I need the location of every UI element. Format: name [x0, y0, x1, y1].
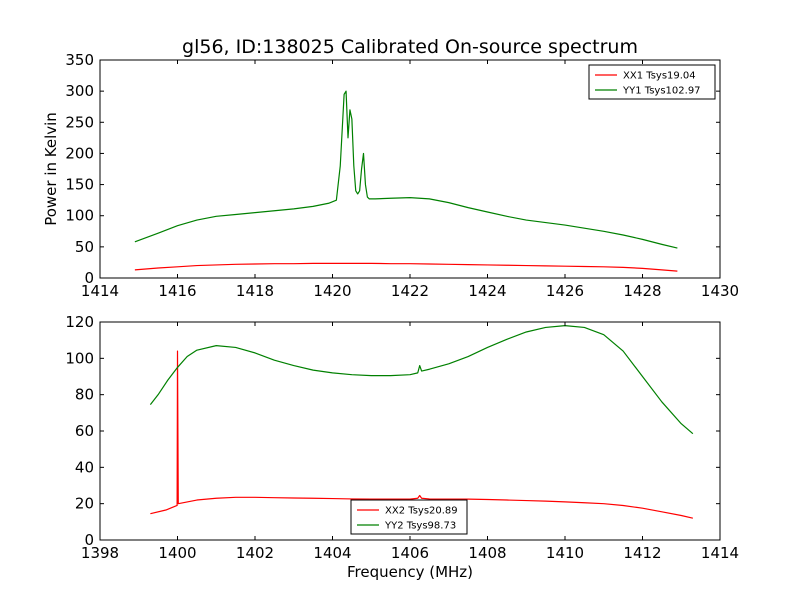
x-tick-label: 1416: [158, 282, 196, 300]
plot-frame: [99, 59, 721, 279]
y-tick-label: 40: [75, 458, 94, 476]
legend-label-2: YY2 Tsys98.73: [384, 521, 456, 532]
x-tick-label: 1404: [313, 544, 351, 562]
y-tick-label: 120: [65, 313, 94, 331]
x-tick-label: 1400: [158, 544, 196, 562]
figure-title: gl56, ID:138025 Calibrated On-source spe…: [182, 36, 638, 58]
y-tick-label: 60: [75, 422, 94, 440]
x-tick-label: 1410: [546, 544, 584, 562]
x-tick-label: 1414: [81, 282, 119, 300]
x-tick-label: 1402: [236, 544, 274, 562]
y-tick-label: 300: [65, 82, 94, 100]
legend: XX1 Tsys19.04 YY1 Tsys102.97: [588, 64, 716, 100]
legend-box: [588, 64, 716, 100]
series-line-2: [134, 90, 678, 249]
legend-label-1: XX1 Tsys19.04: [623, 71, 696, 82]
y-tick-label: 0: [84, 269, 94, 287]
x-tick-label: 1398: [81, 544, 119, 562]
y-tick-label: 150: [65, 176, 94, 194]
upper-panel: 1414 1416 1418 1420 1422 1424 1426 1428 1430 0 50 1…: [42, 51, 739, 300]
x-tick-label: 1422: [391, 282, 429, 300]
legend: XX2 Tsys20.89 YY2 Tsys98.73: [350, 499, 468, 535]
plot-frame: [99, 321, 721, 541]
x-tick-label: 1426: [546, 282, 584, 300]
legend-label-1: XX2 Tsys20.89: [385, 506, 458, 517]
lower-panel: 1398 1400 1402 1404 1406 1408 1410 1412 1414 0 20 4…: [65, 313, 739, 581]
x-axis-label: Frequency (MHz): [347, 563, 473, 581]
y-tick-label: 20: [75, 495, 94, 513]
x-tick-label: 1420: [313, 282, 351, 300]
y-tick-label: 50: [75, 238, 94, 256]
y-axis-label: Power in Kelvin: [42, 112, 60, 226]
x-tick-label: 1408: [468, 544, 506, 562]
legend-box: [350, 499, 468, 535]
series-line-2: [149, 325, 694, 435]
y-tick-label: 100: [65, 207, 94, 225]
y-tick-label: 250: [65, 113, 94, 131]
y-tick-label: 80: [75, 386, 94, 404]
y-tick-label: 350: [65, 51, 94, 69]
x-tick-label: 1412: [623, 544, 661, 562]
x-tick-label: 1406: [391, 544, 429, 562]
legend-label-2: YY1 Tsys102.97: [622, 86, 701, 97]
x-tick-label: 1418: [236, 282, 274, 300]
series-line-1: [134, 262, 678, 272]
y-tick-label: 200: [65, 144, 94, 162]
x-tick-label: 1430: [701, 282, 739, 300]
x-tick-label: 1424: [468, 282, 506, 300]
x-tick-label: 1414: [701, 544, 739, 562]
series-line-1: [150, 350, 694, 519]
y-tick-label: 100: [65, 349, 94, 367]
x-tick-label: 1428: [623, 282, 661, 300]
y-tick-label: 0: [84, 531, 94, 549]
